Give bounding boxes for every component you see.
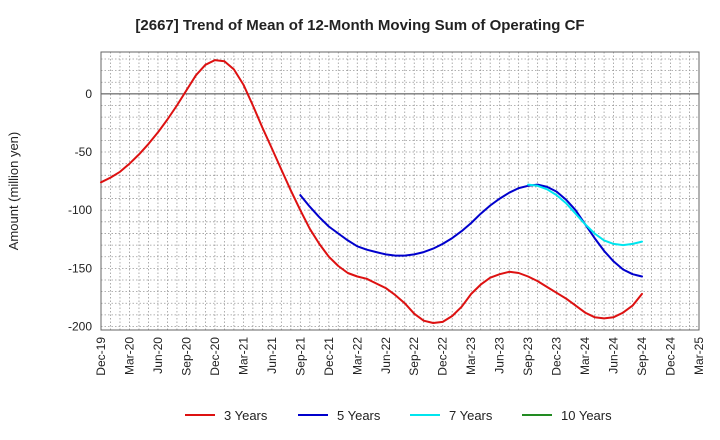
- y-tick-label: 0: [85, 87, 92, 101]
- series-group: [100, 59, 643, 324]
- x-tick-label: Jun-23: [493, 337, 507, 374]
- legend-label-10-years: 10 Years: [561, 408, 612, 423]
- series-line-3-years: [100, 59, 643, 324]
- y-tick-label: -150: [68, 261, 92, 275]
- chart-title: [2667] Trend of Mean of 12-Month Moving …: [135, 17, 584, 34]
- x-tick-label: Mar-25: [692, 337, 706, 375]
- x-tick-label: Dec-23: [550, 337, 564, 376]
- plot-frame: [100, 51, 700, 331]
- legend-label-7-years: 7 Years: [449, 408, 493, 423]
- y-axis-label: Amount (million yen): [6, 132, 21, 251]
- x-tick-label: Sep-24: [635, 337, 649, 376]
- legend-label-5-years: 5 Years: [337, 408, 381, 423]
- x-tick-label: Jun-24: [607, 337, 621, 374]
- legend-label-3-years: 3 Years: [224, 408, 268, 423]
- x-tick-label: Mar-20: [122, 337, 136, 375]
- x-tick-label: Dec-24: [664, 337, 678, 376]
- x-tick-label: Sep-22: [407, 337, 421, 376]
- x-tick-label: Mar-24: [578, 337, 592, 375]
- y-tick-label: -50: [75, 145, 93, 159]
- x-tick-label: Dec-22: [436, 337, 450, 376]
- x-tick-label: Jun-22: [379, 337, 393, 374]
- series-line-7-years: [527, 183, 643, 247]
- x-tick-label: Sep-20: [179, 337, 193, 376]
- x-tick-label: Dec-21: [322, 337, 336, 376]
- x-tick-label: Mar-22: [350, 337, 364, 375]
- plot-area: [101, 52, 699, 330]
- grid: [101, 52, 699, 330]
- y-tick-label: -200: [68, 320, 92, 334]
- x-tick-label: Sep-23: [521, 337, 535, 376]
- y-axis: 0 -50 -100 -150 -200: [68, 87, 92, 334]
- x-tick-label: Dec-20: [208, 337, 222, 376]
- legend: 3 Years 5 Years 7 Years 10 Years: [185, 408, 612, 423]
- x-tick-label: Jun-21: [265, 337, 279, 374]
- x-tick-label: Jun-20: [151, 337, 165, 374]
- x-tick-label: Mar-21: [236, 337, 250, 375]
- x-tick-label: Dec-19: [94, 337, 108, 376]
- x-axis: Dec-19 Mar-20 Jun-20 Sep-20 Dec-20 Mar-21 Jun-…: [94, 337, 706, 376]
- x-tick-label: Mar-23: [464, 337, 478, 375]
- y-tick-label: -100: [68, 203, 92, 217]
- x-tick-label: Sep-21: [293, 337, 307, 376]
